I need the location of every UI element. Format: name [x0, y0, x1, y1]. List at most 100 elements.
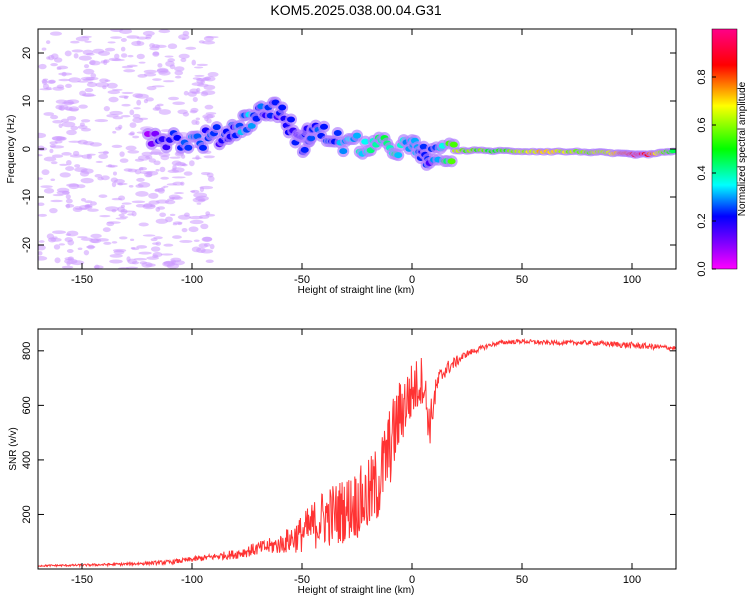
spectrogram-speckle	[177, 222, 182, 226]
spectrogram-speckle	[157, 63, 163, 68]
spectrogram-speckle	[38, 256, 48, 261]
spectrogram-speckle	[110, 36, 123, 39]
spectrogram-speckle	[177, 109, 188, 115]
spectrogram-speckle	[172, 235, 182, 239]
spectrogram-speckle	[112, 171, 117, 176]
spectrogram-speckle	[134, 158, 145, 162]
y-tick-label: 800	[21, 342, 33, 360]
spectrogram-speckle	[158, 109, 171, 115]
spectrogram-speckle	[198, 40, 205, 44]
spectrogram-cell	[162, 144, 171, 151]
spectrogram-speckle	[45, 86, 52, 90]
spectrogram-speckle	[159, 166, 166, 173]
snr-y-ticks: 200 400 600 800	[21, 342, 676, 524]
spectrogram-speckle	[109, 254, 123, 258]
spectrogram-speckle	[52, 193, 64, 197]
spectrogram-cell	[151, 130, 160, 137]
spectrogram-speckle	[129, 109, 135, 116]
spectrogram-speckle	[169, 156, 181, 159]
spectrogram-speckle	[189, 160, 195, 167]
spectrogram-speckle	[83, 64, 90, 69]
colorbar-tick-label: 0.2	[696, 213, 708, 228]
x-tick-label: 0	[409, 274, 415, 286]
snr-frame	[37, 328, 677, 570]
spectrogram-speckle	[169, 213, 176, 217]
x-tick-label: -150	[71, 274, 93, 286]
spectrogram-speckle	[66, 115, 77, 121]
spectrogram-speckle	[94, 264, 100, 269]
spectrogram-speckle	[189, 219, 204, 225]
spectrogram-speckle	[127, 150, 140, 154]
spectrogram-speckle	[52, 230, 66, 235]
spectrogram-speckle	[194, 74, 205, 77]
spectrogram-speckle	[171, 260, 185, 266]
spectrogram-speckle	[119, 216, 129, 219]
spectrogram-speckle	[196, 202, 202, 205]
spectrogram-speckle	[103, 105, 110, 112]
spectrogram-speckle	[69, 40, 80, 44]
spectrogram-speckle	[48, 79, 56, 84]
spectrogram-speckle	[145, 155, 153, 160]
spectrogram-speckle	[141, 261, 153, 268]
spectrogram-speckle	[87, 208, 99, 212]
spectrogram-speckle	[143, 69, 157, 74]
spectrogram-speckle	[183, 90, 189, 96]
spectrogram-speckle	[109, 259, 123, 264]
spectrogram-speckle	[167, 169, 180, 173]
spectrogram-speckle	[84, 204, 90, 209]
spectrogram-speckle	[142, 30, 155, 36]
spectrogram-speckle	[104, 47, 116, 52]
spectrogram-speckle	[38, 202, 45, 207]
spectrogram-speckle	[107, 41, 116, 44]
y-tick-label: 20	[21, 47, 33, 59]
spectrogram-speckle	[38, 132, 47, 139]
spectrogram-speckle	[87, 81, 94, 84]
spectrogram-speckle	[165, 60, 175, 67]
spectrogram-speckle	[72, 150, 80, 156]
spectrogram-speckle	[119, 236, 128, 240]
spectrogram-speckle	[188, 226, 199, 233]
spectrogram-speckle	[65, 166, 75, 172]
spectrogram-speckle	[183, 171, 193, 176]
spectrogram-speckle	[42, 78, 49, 81]
spectrogram-cell	[199, 144, 207, 151]
spectrogram-speckle	[148, 192, 159, 199]
spectrogram-speckle	[61, 265, 74, 269]
spectrogram-speckle	[180, 154, 186, 159]
spectrogram-speckle	[209, 243, 215, 250]
spectrogram-speckle	[49, 148, 54, 154]
spectrogram-speckle	[179, 239, 193, 243]
spectrogram-cell	[394, 152, 403, 159]
spectrogram-speckle	[58, 123, 63, 128]
spectrogram-speckle	[80, 237, 93, 241]
spectrogram-x-label: Height of straight line (km)	[298, 285, 415, 296]
spectrogram-speckle	[112, 116, 124, 120]
spectrogram-speckle	[120, 46, 126, 52]
spectrogram-cell	[173, 134, 182, 141]
spectrogram-speckle	[53, 244, 61, 250]
spectrogram-cell	[247, 122, 256, 129]
spectrogram-speckle	[38, 154, 43, 157]
spectrogram-speckle	[106, 82, 118, 89]
spectrogram-speckle	[97, 151, 109, 154]
spectrogram-speckle	[111, 181, 117, 188]
spectrogram-speckle	[38, 240, 45, 243]
spectrogram-speckle	[130, 246, 136, 250]
spectrogram-speckle	[160, 176, 170, 180]
spectrogram-speckle	[193, 239, 200, 242]
spectrogram-speckle	[50, 63, 58, 67]
spectrogram-speckle	[130, 238, 135, 242]
spectrogram-speckle	[132, 113, 141, 119]
spectrogram-speckle	[136, 36, 148, 40]
spectrogram-speckle	[84, 88, 94, 93]
spectrogram-speckle	[206, 114, 215, 119]
spectrogram-speckle	[66, 129, 77, 136]
spectrogram-speckle	[127, 213, 134, 216]
spectrogram-speckle	[110, 177, 118, 183]
spectrogram-speckle	[65, 198, 73, 204]
spectrogram-cell	[361, 138, 370, 145]
spectrogram-speckle	[136, 40, 141, 46]
spectrogram-speckle	[56, 136, 62, 141]
spectrogram-speckle	[74, 164, 81, 168]
